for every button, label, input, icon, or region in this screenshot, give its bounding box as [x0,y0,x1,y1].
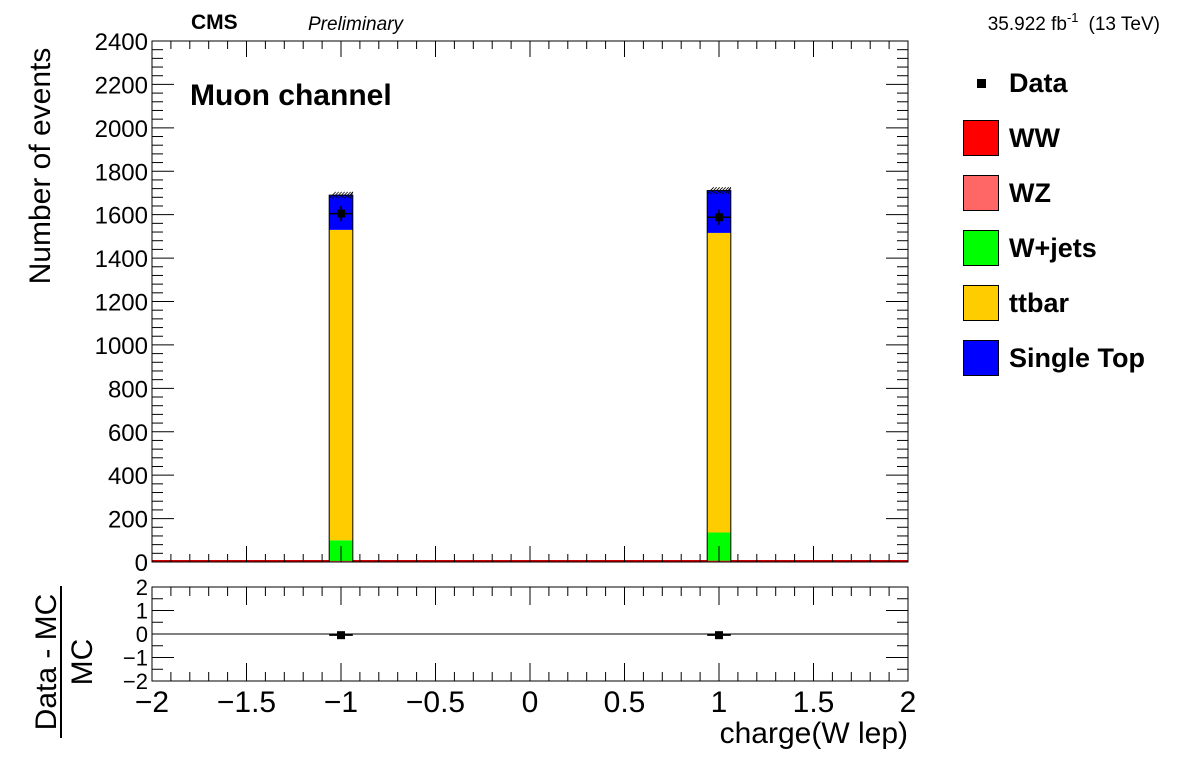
data-point-0 [329,205,353,222]
legend-swatch [963,65,999,101]
hatch-line [346,191,354,199]
experiment-label: CMS [191,11,238,34]
x-tick-label: −1.5 [217,686,276,719]
legend-swatch [963,175,999,211]
x-tick-label: 0.5 [604,686,646,719]
hatch-line [334,191,342,199]
ratio-y-tick-label: −1 [123,646,148,671]
legend-swatch [963,340,999,376]
ratio-point-1 [707,631,731,640]
legend-swatch [963,285,999,321]
y-tick-label: 200 [108,507,148,534]
y-tick-label: 1800 [95,159,148,186]
x-tick-label: −1 [324,686,358,719]
legend-item-single-top: Single Top [963,338,1145,378]
legend-label: Single Top [1009,342,1145,373]
hatch-line [718,187,726,195]
channel-label: Muon channel [190,79,392,112]
mc-uncertainty-band-bin-1 [706,187,732,195]
legend-item-w-jets: W+jets [963,228,1097,268]
legend-label: WW [1009,122,1060,153]
legend-item-ttbar: ttbar [963,283,1069,323]
y-tick-label: 800 [108,376,148,403]
y-tick-label: 1400 [95,246,148,273]
lumi-exponent: -1 [1067,10,1079,25]
hatch-line [712,187,720,195]
hatch-line [328,191,336,199]
lumi-value: 35.922 fb [988,14,1067,35]
x-tick-label: 0 [522,686,539,719]
x-tick-label: −2 [135,686,169,719]
data-marker [337,209,345,218]
main-panel: 0 200 400 600 800 1000 1200 1400 1600 1800 2000 220… [95,29,909,577]
data-marker [715,213,723,222]
x-tick-label: 1 [711,686,728,719]
hatch-line [343,191,351,199]
hatch-line [331,191,339,199]
hatch-line [721,187,729,195]
main-y-axis-title: Number of events [24,48,57,285]
y-tick-label: 1200 [95,290,148,317]
legend-swatch [963,230,999,266]
legend-item-ww: WW [963,118,1060,158]
legend-marker-icon [976,78,986,88]
mc-uncertainty-band-bin-0 [328,191,354,199]
legend-swatch [963,120,999,156]
ratio-y-axis-title: Data - MC MC [30,586,99,738]
x-tick-label: 2 [900,686,917,719]
hatch-line [709,187,717,195]
ratio-point-0 [329,631,353,640]
bar-ttbar-bin-0 [329,229,353,541]
y-tick-label: 2000 [95,116,148,143]
hatch-line [706,187,714,195]
y-tick-label: 1600 [95,203,148,230]
energy-value: (13 TeV) [1089,14,1160,35]
x-tick-label: −0.5 [406,686,465,719]
hatch-line [715,187,723,195]
hatch-line [724,187,732,195]
lumi-label: 35.922 fb-1 (13 TeV) [988,10,1160,35]
data-point-1 [707,209,731,225]
main-frame [151,40,909,563]
ratio-y-tick-label: 0 [136,622,148,647]
x-tick-label: 1.5 [793,686,835,719]
ratio-y-tick-label: 2 [136,575,148,600]
ratio-marker [715,631,723,640]
y-tick-label: 2200 [95,72,148,99]
hatch-line [349,191,354,199]
ratio-y-tick-label: 1 [136,599,148,624]
y-tick-label: 0 [135,550,148,577]
hatch-line [337,191,345,199]
legend-label: WZ [1009,177,1051,208]
ratio-y-title-denominator: MC [66,639,99,686]
x-axis-title: charge(W lep) [720,717,908,750]
y-tick-label: 2400 [95,29,148,56]
legend-item-data: Data [963,63,1068,103]
ratio-y-tick-label: −2 [123,669,148,694]
ratio-marker [337,631,345,640]
legend-label: W+jets [1009,232,1097,263]
hatch-line [340,191,348,199]
y-tick-label: 400 [108,463,148,490]
hatch-line [727,187,732,194]
legend-label: ttbar [1009,287,1069,318]
bar-ttbar-bin-1 [707,232,731,533]
y-tick-label: 600 [108,420,148,447]
legend-label: Data [1009,67,1068,98]
legend-item-wz: WZ [963,173,1051,213]
ratio-y-title-numerator: Data - MC [30,594,63,731]
status-label: Preliminary [308,14,405,35]
y-tick-label: 1000 [95,333,148,360]
